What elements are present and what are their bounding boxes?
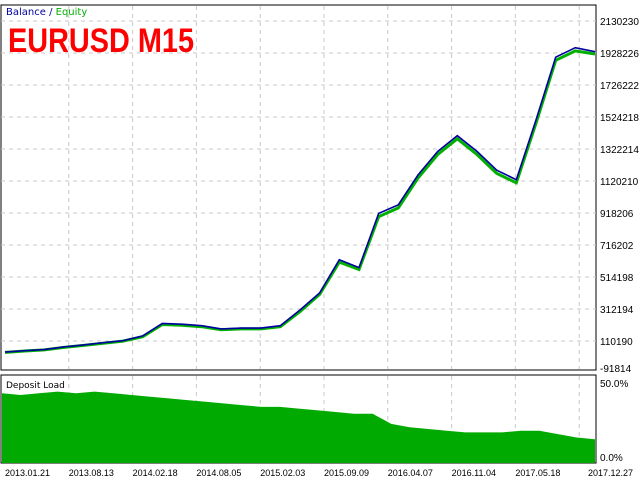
x-tick-label: 2014.02.18: [133, 468, 178, 478]
balance-line: [4, 46, 596, 353]
y-tick-label: 2130230: [600, 17, 639, 28]
x-tick-label: 2013.08.13: [69, 468, 114, 478]
y-tick-label: 1726222: [600, 81, 639, 92]
load-y-tick-label: 50.0%: [600, 379, 628, 390]
y-tick-label: 1322214: [600, 145, 639, 156]
x-tick-label: 2016.11.04: [452, 468, 496, 478]
x-tick-label: 2017.12.27: [588, 468, 633, 478]
x-tick-label: 2015.02.03: [260, 468, 305, 478]
deposit-load-label: Deposit Load: [6, 381, 65, 391]
legend: Balance / Equity: [6, 7, 87, 18]
y-tick-label: 1120210: [600, 177, 639, 188]
legend-balance: Balance: [6, 7, 46, 18]
y-tick-label: -91814: [600, 364, 632, 375]
y-tick-label: 110190: [600, 337, 633, 348]
chart-title: EURUSD M15: [8, 22, 194, 60]
x-tick-label: 2016.04.07: [388, 468, 433, 478]
y-tick-label: 918206: [600, 209, 634, 220]
x-tick-label: 2014.08.05: [196, 468, 241, 478]
y-tick-label: 514198: [600, 273, 634, 284]
x-tick-label: 2013.01.21: [5, 468, 50, 478]
y-tick-label: 1928226: [600, 49, 639, 60]
x-tick-label: 2015.09.09: [324, 468, 369, 478]
y-tick-label: 716202: [600, 241, 634, 252]
legend-equity: Equity: [56, 7, 88, 18]
deposit-load-area: [2, 391, 595, 463]
y-tick-label: 1524218: [600, 113, 639, 124]
legend-separator: /: [46, 7, 56, 18]
y-tick-label: 312194: [600, 305, 634, 316]
load-y-tick-label: 0.0%: [600, 453, 623, 464]
x-tick-label: 2017.05.18: [515, 468, 560, 478]
